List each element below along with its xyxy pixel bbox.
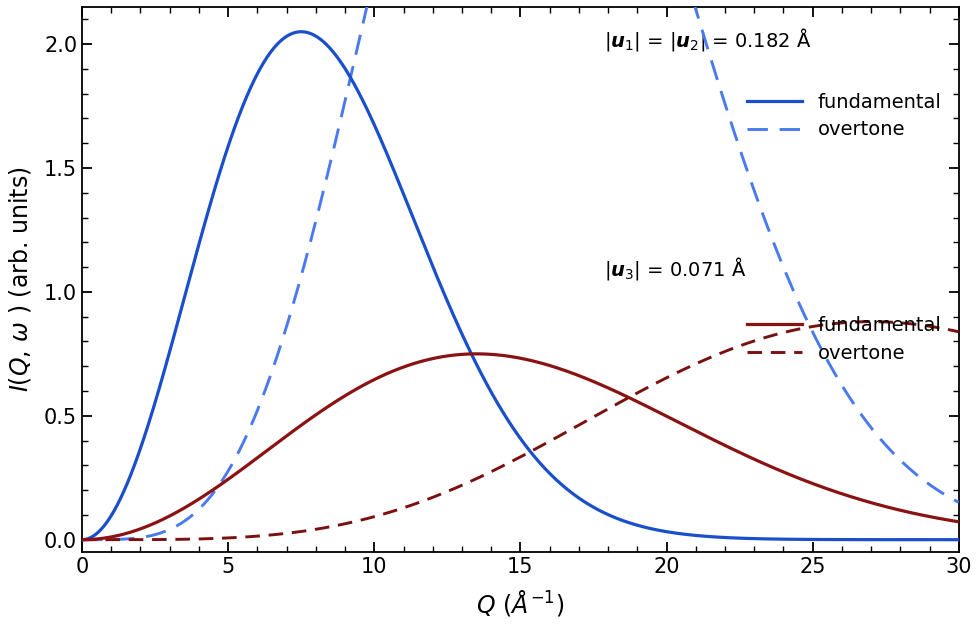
- Text: $|\boldsymbol{u}_1|$ = $|\boldsymbol{u}_2|$ = 0.182 Å: $|\boldsymbol{u}_1|$ = $|\boldsymbol{u}_…: [603, 26, 811, 53]
- Text: $|\boldsymbol{u}_3|$ = 0.071 Å: $|\boldsymbol{u}_3|$ = 0.071 Å: [603, 255, 745, 282]
- Y-axis label: $I(Q,\,\omega\ )$ (arb. units): $I(Q,\,\omega\ )$ (arb. units): [7, 167, 33, 392]
- X-axis label: $Q\ (\AA^{-1})$: $Q\ (\AA^{-1})$: [476, 588, 564, 618]
- Legend: fundamental, overtone: fundamental, overtone: [739, 308, 948, 371]
